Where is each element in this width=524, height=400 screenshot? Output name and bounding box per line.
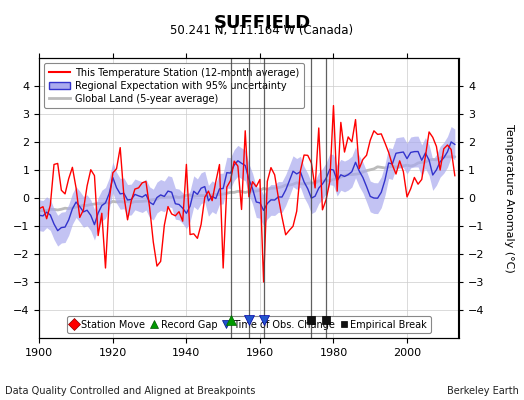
Text: Berkeley Earth: Berkeley Earth [447, 386, 519, 396]
Text: 50.241 N, 111.164 W (Canada): 50.241 N, 111.164 W (Canada) [170, 24, 354, 37]
Text: Data Quality Controlled and Aligned at Breakpoints: Data Quality Controlled and Aligned at B… [5, 386, 256, 396]
Legend: Station Move, Record Gap, Time of Obs. Change, Empirical Break: Station Move, Record Gap, Time of Obs. C… [67, 316, 431, 334]
Text: SUFFIELD: SUFFIELD [213, 14, 311, 32]
Y-axis label: Temperature Anomaly (°C): Temperature Anomaly (°C) [504, 124, 514, 272]
